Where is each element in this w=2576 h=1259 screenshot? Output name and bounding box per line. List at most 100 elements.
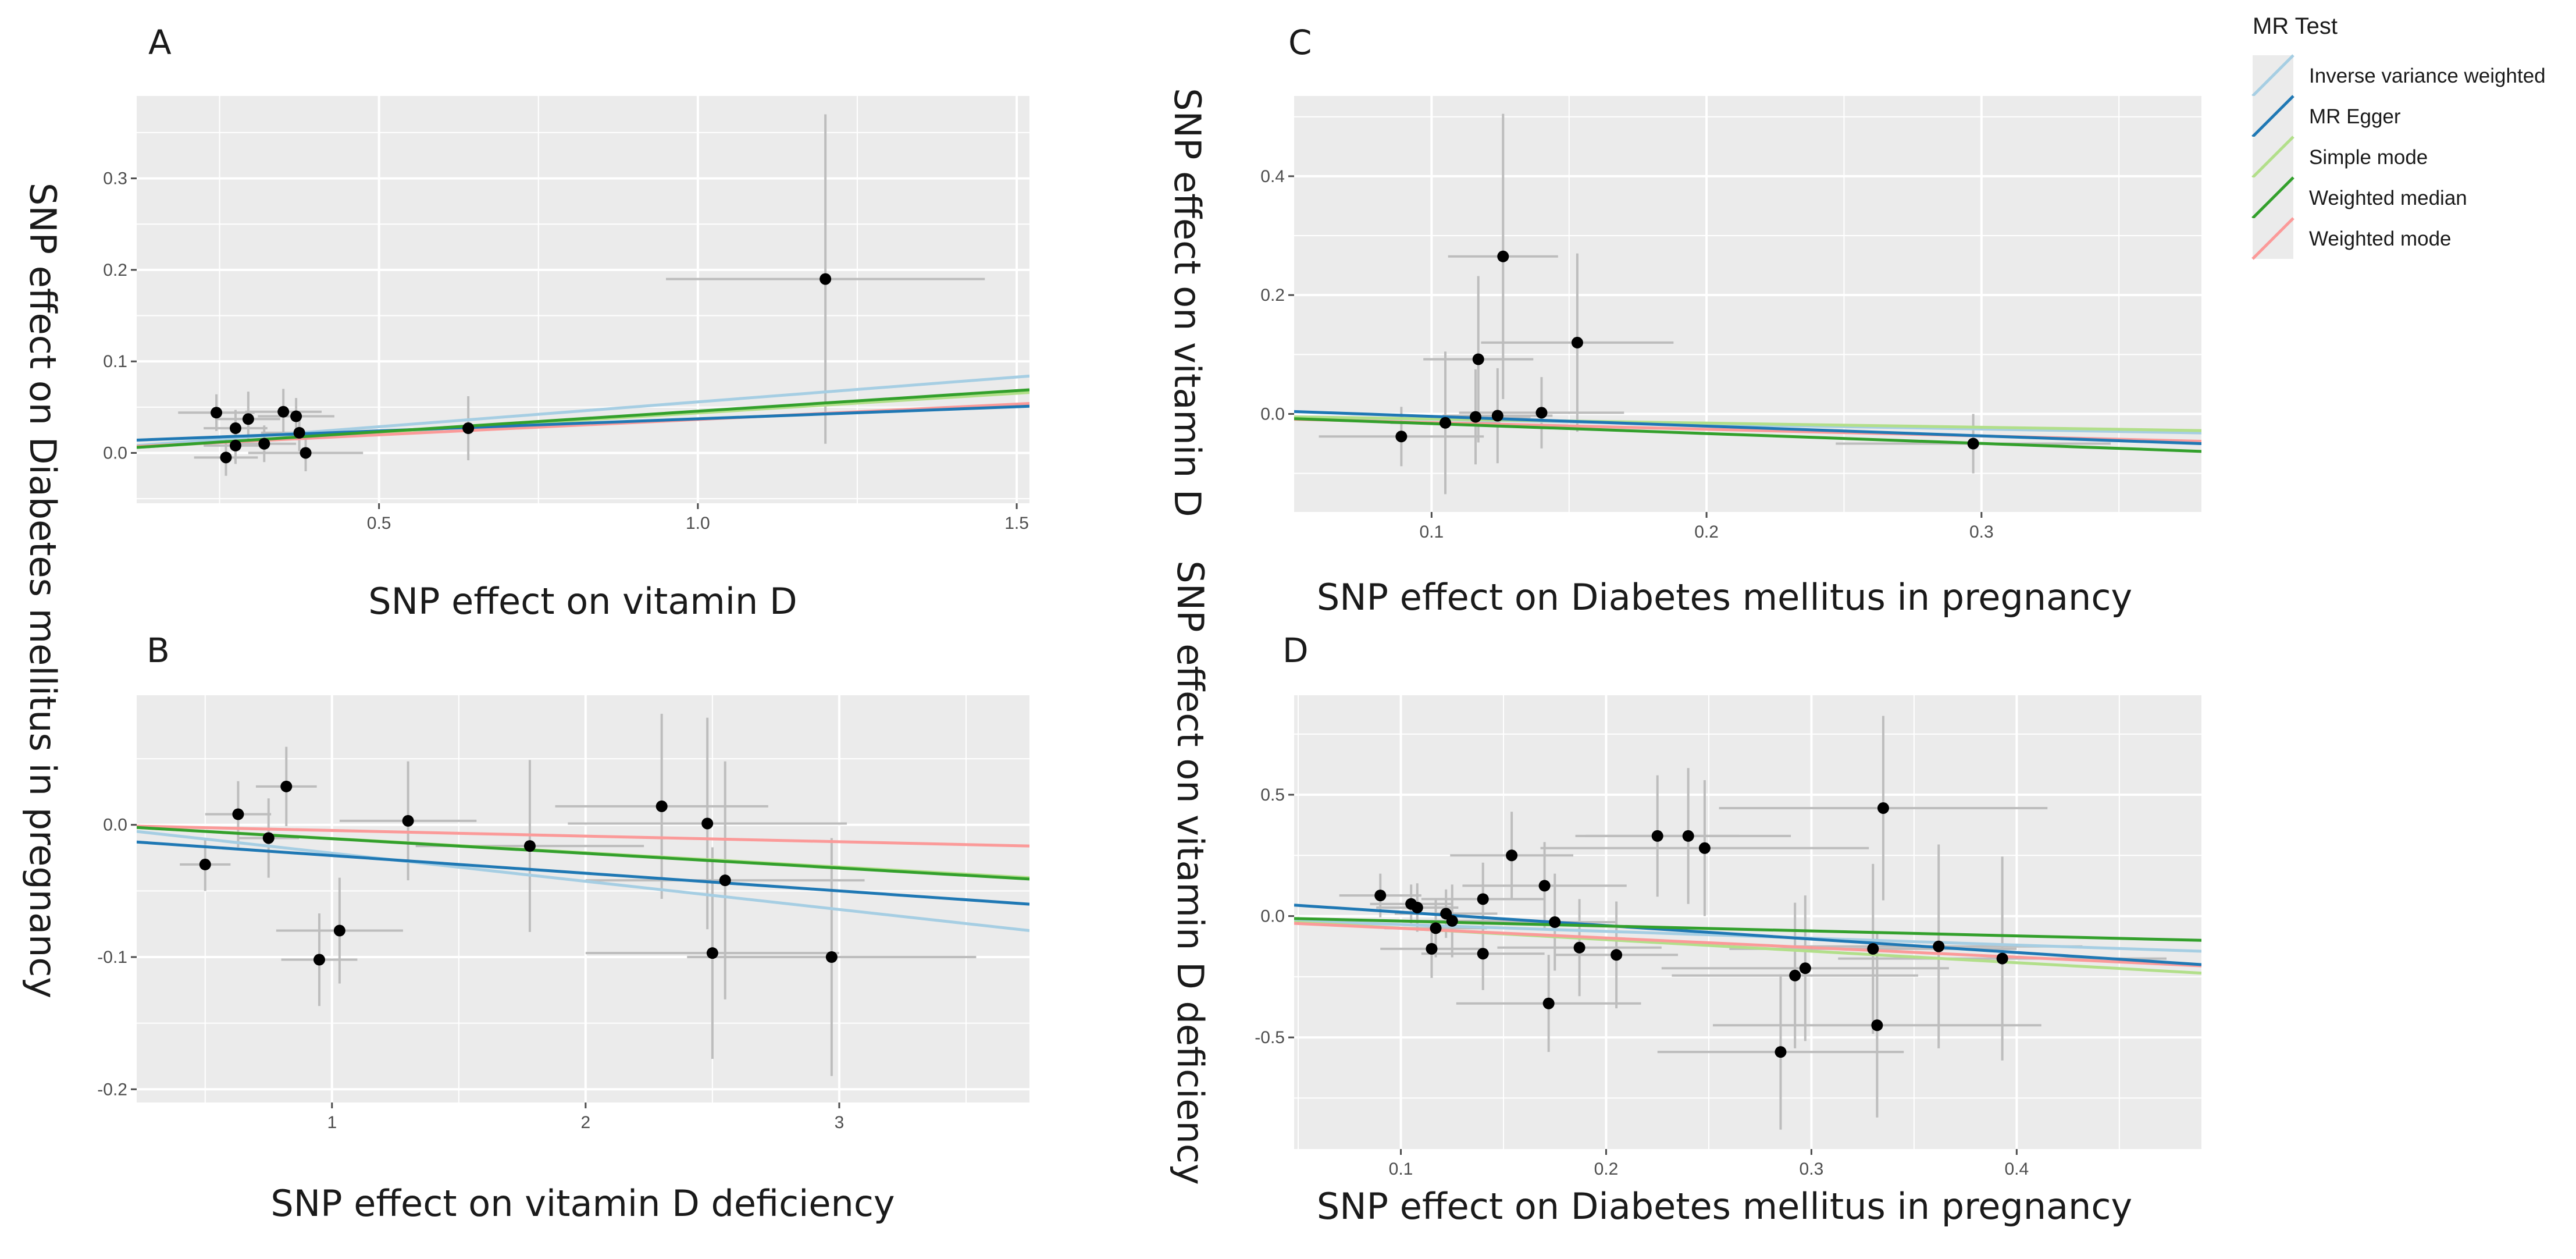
panel-d-data-point	[1682, 830, 1694, 842]
panel-c-plot-area	[1294, 96, 2201, 512]
panel-d-line-weighted-mode	[1294, 922, 2201, 968]
panel-a-regression-lines	[137, 374, 1029, 449]
panel-d-data-point	[1538, 880, 1551, 892]
panel-a-data-point	[242, 413, 254, 425]
legend-item-mr-egger: MR Egger	[2251, 95, 2401, 138]
panel-b-x-axis-title: SNP effect on vitamin D deficiency	[270, 1182, 895, 1225]
panel-c-data-point	[1472, 353, 1484, 365]
panel-d: D 0.1 0.2 0.3 0.4 0.5 0.0 -0.5 SNP effect on D…	[1169, 560, 2201, 1228]
panel-b-data-point	[701, 817, 714, 830]
panel-c-data-point	[1440, 417, 1451, 429]
panel-b-y-tick-label: 0.0	[103, 816, 127, 835]
panel-d-data-point	[1933, 940, 1945, 952]
panel-d-y-tick-label: -0.5	[1255, 1028, 1285, 1047]
panel-b-data-point	[313, 954, 325, 966]
panel-b: B 1 2 3 0.0 -0.1 -0.2 SNP effect on vitamin D…	[97, 631, 1029, 1225]
panel-b-data-point	[199, 858, 211, 870]
panel-a-x-tick-label: 1.5	[1004, 514, 1029, 533]
panel-c-x-tick-label: 0.3	[1969, 522, 1994, 542]
legend-key-inverse-variance-weighted	[2251, 54, 2294, 97]
legend-label-mr-egger: MR Egger	[2309, 105, 2401, 128]
legend-label-weighted-mode: Weighted mode	[2309, 227, 2452, 250]
panel-c: C 0.1 0.2 0.3 0.0 0.2 0.4 SNP effect on Diabe…	[1166, 23, 2201, 618]
panel-d-x-tick-label: 0.4	[2004, 1160, 2029, 1179]
panel-d-data-point	[1374, 890, 1387, 902]
panel-c-marks: 0.1 0.2 0.3 0.0 0.2 0.4	[1260, 96, 2201, 542]
legend-title: MR Test	[2253, 13, 2338, 39]
panel-a-x-tick-label: 0.5	[367, 514, 391, 533]
panel-d-x-tick-label: 0.3	[1800, 1160, 1824, 1179]
panel-a-y-tick-label: 0.0	[103, 443, 127, 463]
panel-d-y-tick-label: 0.0	[1260, 907, 1285, 926]
legend-item-simple-mode: Simple mode	[2251, 136, 2428, 179]
panel-a-y-tick-label: 0.2	[103, 261, 127, 280]
panel-c-y-tick-label: 0.2	[1260, 286, 1285, 305]
panel-c-x-tick-label: 0.2	[1694, 522, 1719, 542]
legend-item-weighted-mode: Weighted mode	[2251, 217, 2452, 260]
legend-label-simple-mode: Simple mode	[2309, 146, 2428, 169]
panel-b-x-tick-label: 1	[327, 1113, 337, 1132]
panel-d-marks: 0.1 0.2 0.3 0.4 0.5 0.0 -0.5	[1255, 695, 2201, 1179]
panel-b-data-point	[232, 808, 244, 820]
panel-a: A 0.5 1.0 1.5 0.0 0.1 0.2 0.3 SNP effect on vi…	[103, 23, 1029, 623]
panel-b-plot-area	[137, 695, 1029, 1102]
panel-d-data-point	[1996, 952, 2008, 965]
legend-key-simple-mode	[2251, 136, 2294, 179]
panel-a-y-tick-label: 0.1	[103, 352, 127, 371]
panel-c-data-point	[1535, 407, 1548, 419]
panel-d-y-axis-title: SNP effect on vitamin D deficiency	[1169, 560, 1212, 1185]
panel-b-line-inverse-variance-weighted	[137, 830, 1029, 933]
panel-c-x-axis-title: SNP effect on Diabetes mellitus in pregn…	[1317, 576, 2132, 618]
panel-d-line-weighted-median	[1294, 917, 2201, 942]
panel-d-data-point	[1799, 962, 1811, 975]
legend: MR Test Inverse variance weighted MR Egge…	[2251, 13, 2546, 260]
panel-a-data-point	[229, 439, 241, 451]
panel-a-plot-area	[137, 96, 1029, 503]
panel-a-data-point	[300, 447, 312, 459]
panel-a-data-point	[290, 410, 302, 422]
panel-b-data-point	[825, 951, 838, 963]
panel-d-data-point	[1446, 915, 1458, 927]
panel-b-data-point	[280, 780, 293, 792]
panel-a-line-mr-egger	[137, 404, 1029, 442]
panel-d-x-tick-label: 0.2	[1594, 1160, 1619, 1179]
legend-key-mr-egger	[2251, 95, 2294, 138]
panel-c-data-point	[1491, 410, 1503, 422]
panel-d-y-tick-label: 0.5	[1260, 785, 1285, 805]
panel-a-x-tick-label: 1.0	[686, 514, 710, 533]
legend-key-weighted-mode	[2251, 217, 2294, 260]
panel-c-data-point	[1571, 336, 1583, 348]
panel-c-y-tick-label: 0.0	[1260, 404, 1285, 424]
legend-label-weighted-median: Weighted median	[2309, 187, 2467, 209]
panel-d-data-point	[1698, 842, 1711, 854]
panel-d-x-axis-title: SNP effect on Diabetes mellitus in pregn…	[1317, 1185, 2132, 1228]
panel-a-data-point	[462, 422, 475, 435]
panel-b-marks: 1 2 3 0.0 -0.1 -0.2	[97, 695, 1029, 1132]
panel-d-data-point	[1573, 941, 1585, 954]
panel-c-y-axis-title: SNP effect on vitamin D	[1166, 88, 1209, 517]
panel-a-data-point	[258, 438, 270, 450]
panel-a-data-point	[820, 273, 832, 285]
panel-b-x-tick-label: 3	[835, 1113, 845, 1132]
legend-item-weighted-median: Weighted median	[2251, 176, 2467, 219]
panel-d-data-point	[1775, 1046, 1787, 1058]
panel-b-data-point	[402, 815, 414, 827]
panel-d-data-point	[1477, 893, 1489, 905]
panel-d-data-point	[1789, 969, 1801, 981]
panel-a-data-point	[220, 451, 232, 464]
legend-key-weighted-median	[2251, 176, 2294, 219]
legend-item-inverse-variance-weighted: Inverse variance weighted	[2251, 54, 2546, 97]
panel-a-data-point	[229, 422, 241, 435]
panel-d-data-point	[1477, 948, 1489, 960]
panel-d-data-point	[1549, 916, 1561, 928]
panel-c-data-point	[1470, 411, 1481, 423]
panel-b-line-mr-egger	[137, 840, 1029, 906]
panel-a-data-point	[293, 426, 305, 439]
panel-a-marks: 0.5 1.0 1.5 0.0 0.1 0.2 0.3	[103, 96, 1029, 533]
panel-c-data-point	[1967, 438, 1979, 450]
shared-y-axis-title: SNP effect on Diabetes mellitus in pregn…	[22, 183, 64, 998]
panel-c-letter: C	[1288, 23, 1312, 62]
panel-a-line-weighted-median	[137, 388, 1029, 449]
panel-b-letter: B	[147, 631, 170, 670]
